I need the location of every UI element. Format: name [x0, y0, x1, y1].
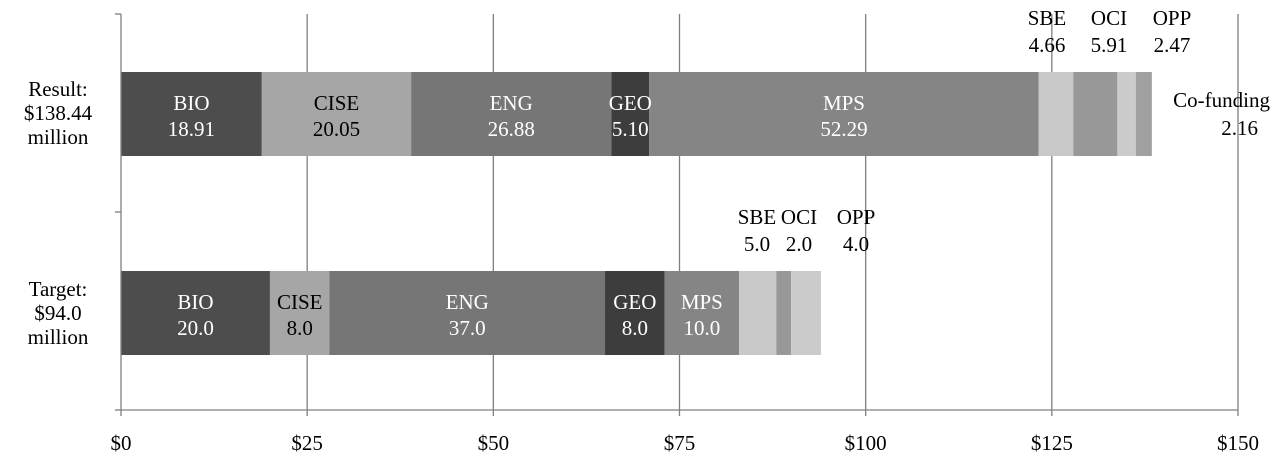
value-label: 4.0: [843, 232, 869, 256]
series-label: MPS: [823, 91, 865, 115]
bar-segment: [1135, 72, 1152, 156]
category-label: Target:: [29, 277, 88, 301]
value-label: 4.66: [1029, 33, 1066, 57]
bar-segment: [1038, 72, 1074, 156]
bar-segment: [411, 72, 612, 156]
value-label: 2.47: [1154, 33, 1191, 57]
series-label: CISE: [277, 290, 323, 314]
value-label: 18.91: [168, 117, 215, 141]
x-tick-label: $75: [664, 431, 696, 455]
bar-segment: [261, 72, 412, 156]
category-label: million: [28, 125, 89, 149]
series-label: GEO: [613, 290, 656, 314]
series-label: Co-funding: [1173, 88, 1270, 112]
bar-segment: [329, 271, 606, 355]
value-label: 8.0: [622, 316, 648, 340]
bar-segment: [121, 72, 262, 156]
x-tick-label: $100: [845, 431, 887, 455]
value-label: 2.0: [786, 232, 812, 256]
bar-segment: [605, 271, 665, 355]
data-labels: BIO18.91CISE20.05ENG26.88GEO5.10MPS52.29…: [168, 6, 1271, 340]
series-label: ENG: [446, 290, 489, 314]
value-label: 5.0: [744, 232, 770, 256]
value-label: 5.10: [612, 117, 649, 141]
bar-segment: [739, 271, 777, 355]
x-tick-label: $125: [1031, 431, 1073, 455]
x-tick-label: $0: [111, 431, 132, 455]
series-label: GEO: [609, 91, 652, 115]
bar-segment: [121, 271, 270, 355]
bar-segment: [791, 271, 821, 355]
category-label: million: [28, 325, 89, 349]
value-label: 20.0: [177, 316, 214, 340]
value-label: 52.29: [820, 117, 867, 141]
bar-segment: [649, 72, 1039, 156]
series-label: ENG: [490, 91, 533, 115]
value-label: 37.0: [449, 316, 486, 340]
category-label: $94.0: [34, 301, 81, 325]
series-label: CISE: [314, 91, 360, 115]
series-label: OCI: [1091, 6, 1127, 30]
x-tick-label: $25: [291, 431, 323, 455]
value-label: 20.05: [313, 117, 360, 141]
bar-segment: [664, 271, 740, 355]
bar-segment: [1073, 72, 1118, 156]
x-tick-label: $50: [478, 431, 510, 455]
x-tick-label: $150: [1217, 431, 1259, 455]
bar-segments: [121, 72, 1152, 355]
bar-segment: [1117, 72, 1136, 156]
bar-segment: [611, 72, 650, 156]
series-label: BIO: [173, 91, 209, 115]
series-label: SBE: [738, 205, 777, 229]
value-label: 8.0: [287, 316, 313, 340]
series-label: OPP: [1153, 6, 1192, 30]
series-label: OPP: [837, 205, 876, 229]
series-label: OCI: [781, 205, 817, 229]
value-label: 5.91: [1091, 33, 1128, 57]
axes: $0 $25 $50 $75 $100 $125 $150Result:$138.44mil…: [24, 13, 1259, 455]
category-label: $138.44: [24, 101, 93, 125]
series-label: SBE: [1028, 6, 1067, 30]
series-label: MPS: [681, 290, 723, 314]
value-label: 10.0: [683, 316, 720, 340]
value-label: 26.88: [488, 117, 535, 141]
bar-segment: [776, 271, 792, 355]
series-label: BIO: [177, 290, 213, 314]
bar-segment: [269, 271, 330, 355]
category-label: Result:: [28, 77, 88, 101]
value-label: 2.16: [1221, 116, 1258, 140]
